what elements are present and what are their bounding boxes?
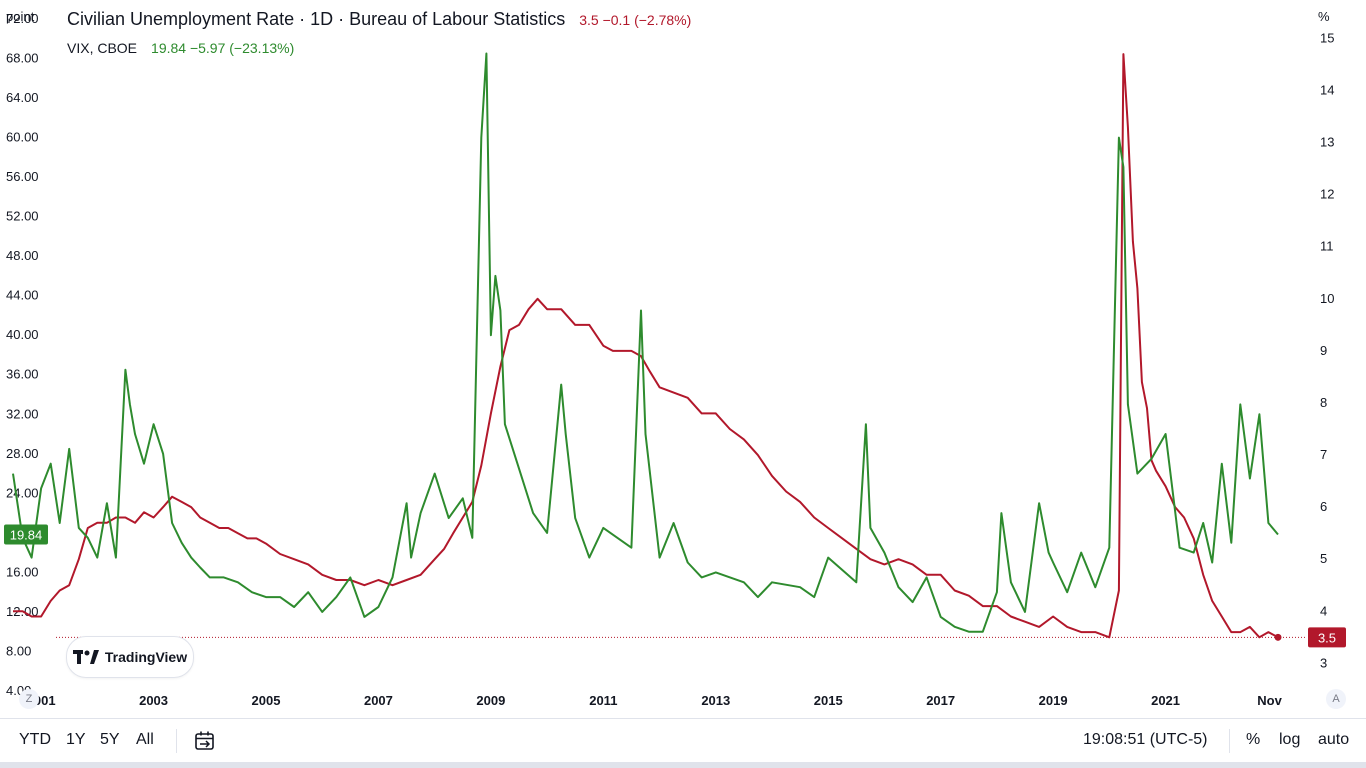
unemployment-series-line: [13, 53, 1279, 639]
range-ytd-button[interactable]: YTD: [19, 731, 51, 748]
unemployment-last-point: [1274, 633, 1282, 641]
vix-badge-label: 19.84: [10, 527, 43, 542]
range-1y-button[interactable]: 1Y: [66, 731, 86, 748]
vix-legend-label: VIX, CBOE: [67, 40, 138, 56]
left-tick-label: 8.00: [6, 643, 31, 658]
range-5y-button[interactable]: 5Y: [100, 731, 120, 748]
tradingview-logo[interactable]: TradingView: [66, 636, 194, 678]
right-tick-label: 6: [1320, 499, 1327, 514]
right-tick-label: 4: [1320, 603, 1327, 618]
left-tick-label: 56.00: [6, 169, 39, 184]
vix-last-badge: 19.84: [4, 524, 48, 545]
calendar-go-to-icon: [195, 731, 214, 750]
right-tick-label: 13: [1320, 135, 1334, 150]
right-tick-label: 10: [1320, 291, 1334, 306]
x-tick-label: 2011: [589, 693, 617, 708]
left-tick-label: 24.00: [6, 485, 39, 500]
chart-title: Civilian Unemployment Rate · 1D · Bureau…: [67, 9, 566, 29]
tradingview-icon: [72, 650, 99, 664]
right-tick-label: 11: [1320, 239, 1334, 254]
left-tick-label: 32.00: [6, 406, 39, 421]
right-tick-label: 7: [1320, 447, 1327, 462]
chart-legend-main[interactable]: Civilian Unemployment Rate · 1D · Bureau…: [67, 9, 691, 30]
right-axis-unit: %: [1318, 9, 1330, 24]
x-tick-label: 2017: [926, 693, 955, 708]
left-tick-label: 68.00: [6, 50, 39, 65]
left-tick-label: 44.00: [6, 288, 39, 303]
tradingview-logo-text: TradingView: [104, 649, 188, 665]
range-all-button[interactable]: All: [136, 731, 154, 748]
right-tick-label: 12: [1320, 187, 1334, 202]
unemployment-legend-values: 3.5 −0.1 (−2.78%): [579, 12, 692, 28]
x-tick-label: 2009: [476, 693, 505, 708]
date-range-icon[interactable]: [194, 730, 216, 757]
auto-scale-toggle[interactable]: auto: [1318, 731, 1350, 748]
left-axis-ticks: 72.00 68.00 64.00 60.00 56.00 52.00 48.00 44.00…: [6, 11, 39, 698]
left-tick-label: 16.00: [6, 564, 39, 579]
right-tick-label: 9: [1320, 343, 1327, 358]
left-tick-label: 60.00: [6, 130, 39, 145]
x-tick-label: 2021: [1151, 693, 1180, 708]
right-tick-label: 5: [1320, 551, 1327, 566]
zoom-reset-button[interactable]: Z: [19, 689, 39, 709]
left-axis-unit: point: [6, 9, 35, 24]
x-tick-label: 2007: [364, 693, 393, 708]
left-tick-label: 52.00: [6, 209, 39, 224]
x-tick-label: 2019: [1039, 693, 1068, 708]
right-tick-label: 15: [1320, 30, 1334, 45]
left-tick-label: 28.00: [6, 446, 39, 461]
x-axis-ticks: 2001 2003 2005 2007 2009 2011 2013 2015 2017 2019…: [27, 693, 1283, 708]
log-scale-toggle[interactable]: log: [1279, 731, 1301, 748]
x-tick-label: Nov: [1257, 693, 1282, 708]
left-tick-label: 36.00: [6, 367, 39, 382]
right-tick-label: 3: [1320, 655, 1327, 670]
right-axis-ticks: 15 14 13 12 11 10 9 8 7 6 5 4 3: [1320, 30, 1334, 670]
vix-legend-values: 19.84 −5.97 (−23.13%): [151, 40, 295, 56]
toolbar-divider: [176, 729, 177, 753]
bottom-toolbar: YTD 1Y 5Y All 19:08:51 (UTC-5) % log aut…: [0, 718, 1366, 763]
unemployment-badge-label: 3.5: [1318, 630, 1336, 645]
bottom-strip: [0, 762, 1366, 768]
percent-scale-toggle[interactable]: %: [1246, 731, 1261, 748]
left-tick-label: 48.00: [6, 248, 39, 263]
chart-canvas[interactable]: 72.0068.0064.0060.0056.0052.0048.0044.00…: [0, 0, 1366, 718]
right-tick-label: 14: [1320, 83, 1334, 98]
x-tick-label: 2013: [701, 693, 730, 708]
x-tick-label: 2005: [252, 693, 281, 708]
left-tick-label: 64.00: [6, 90, 39, 105]
left-tick-label: 72.00: [6, 11, 39, 26]
left-tick-label: 40.00: [6, 327, 39, 342]
chart-legend-vix[interactable]: VIX, CBOE 19.84 −5.97 (−23.13%): [67, 40, 294, 56]
x-tick-label: 2015: [814, 693, 843, 708]
vix-series-line: [12, 52, 1279, 633]
auto-scale-button[interactable]: A: [1326, 689, 1346, 709]
x-tick-label: 2003: [139, 693, 168, 708]
right-tick-label: 8: [1320, 395, 1327, 410]
unemployment-last-badge: 3.5: [1308, 627, 1346, 648]
toolbar-divider-right: [1229, 729, 1230, 753]
clock-timezone[interactable]: 19:08:51 (UTC-5): [1083, 731, 1208, 748]
